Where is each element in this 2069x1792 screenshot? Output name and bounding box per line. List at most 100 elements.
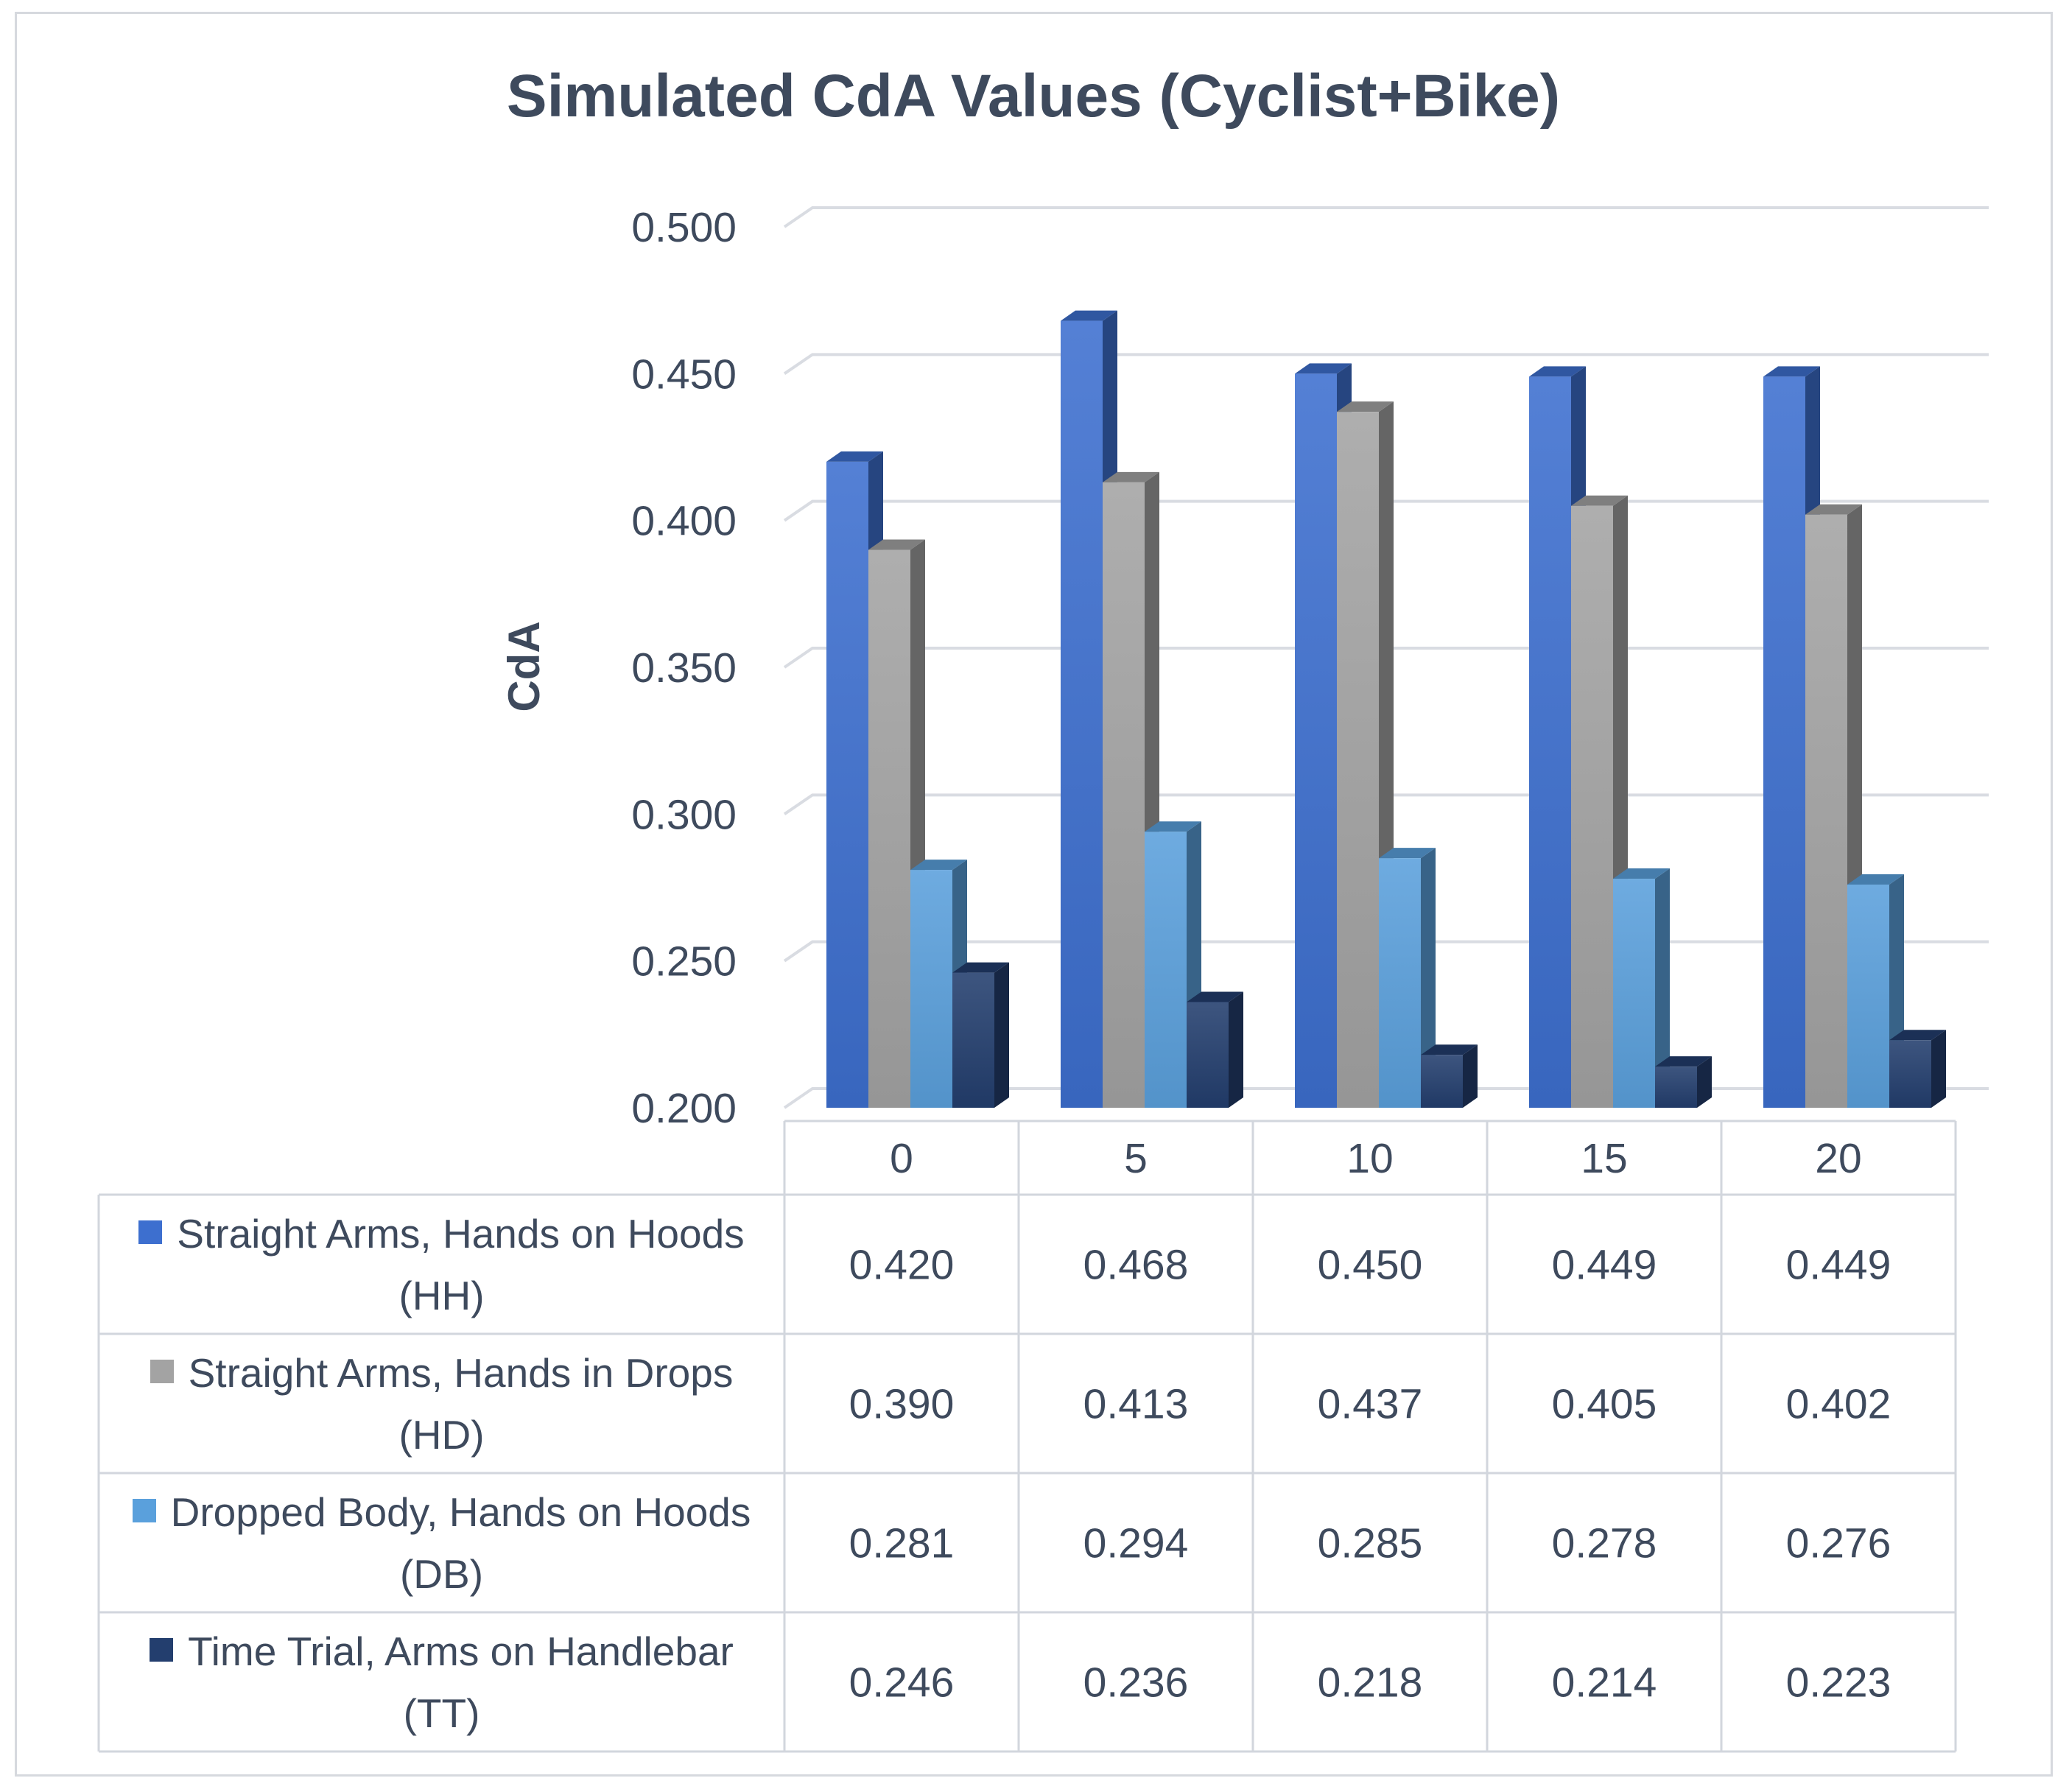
category-label: 20	[1815, 1135, 1861, 1182]
legend-swatch	[150, 1359, 174, 1383]
chart-title: Simulated CdA Values (Cyclist+Bike)	[507, 63, 1560, 130]
bar-side	[1931, 1030, 1946, 1108]
bar-top	[952, 962, 1009, 973]
data-label: 0.214	[1552, 1659, 1657, 1707]
bar-top	[1889, 1030, 1946, 1041]
legend-swatch	[138, 1220, 163, 1244]
legend-label: Time Trial, Arms on Handlebar (TT)	[188, 1628, 734, 1736]
bar-side	[1421, 848, 1436, 1108]
y-tick-label: 0.500	[631, 204, 737, 251]
y-tick-labels: 0.500 0.450 0.400 0.350 0.300 0.250 0.200	[631, 204, 737, 1132]
bar-top	[1655, 1056, 1712, 1067]
bar-top	[1337, 401, 1394, 412]
data-label: 0.437	[1318, 1381, 1423, 1428]
y-tick-label: 0.400	[631, 498, 737, 545]
bar-side	[1463, 1044, 1478, 1108]
bar	[1655, 1067, 1697, 1108]
bar-top	[1847, 874, 1904, 885]
bar	[1889, 1040, 1931, 1108]
bar	[1145, 832, 1187, 1108]
data-label: 0.278	[1552, 1520, 1657, 1567]
data-label: 0.223	[1786, 1659, 1891, 1707]
bar	[1613, 879, 1655, 1108]
bar	[1421, 1055, 1463, 1108]
y-tick-label: 0.450	[631, 351, 737, 398]
legend-swatch	[132, 1498, 156, 1522]
legend-swatch	[150, 1637, 174, 1662]
bar-top	[1295, 363, 1352, 374]
bar	[1337, 412, 1379, 1108]
bar-side	[1655, 868, 1670, 1108]
bars	[826, 310, 1946, 1108]
data-label: 0.449	[1786, 1242, 1891, 1289]
gridline	[783, 206, 1989, 228]
y-tick-label: 0.200	[631, 1085, 737, 1132]
bar	[868, 549, 910, 1108]
bar-top	[1763, 366, 1820, 377]
data-label: 0.449	[1552, 1242, 1657, 1289]
bar	[826, 461, 868, 1108]
category-label: 0	[890, 1135, 913, 1182]
bar	[1103, 482, 1145, 1108]
bar	[910, 870, 952, 1108]
bar	[1763, 376, 1805, 1108]
legend-label: Straight Arms, Hands on Hoods (HH)	[177, 1210, 745, 1318]
bar	[1061, 320, 1103, 1108]
bar	[1571, 505, 1613, 1108]
data-label: 0.236	[1083, 1659, 1189, 1707]
bar-top	[1103, 471, 1159, 482]
data-table: 0 5 10 15 20 0.420 0.468 0.450 0.449 0.449 0.390 0.…	[97, 1120, 1957, 1753]
y-tick-label: 0.350	[631, 644, 737, 692]
bar	[1379, 858, 1421, 1108]
bar-top	[1145, 821, 1201, 832]
bar	[1295, 373, 1337, 1108]
legend-entry: Dropped Body, Hands on Hoods (DB)	[113, 1473, 770, 1612]
data-label: 0.276	[1786, 1520, 1891, 1567]
bar-top	[1613, 868, 1670, 879]
bar	[1847, 885, 1889, 1108]
data-label: 0.281	[849, 1520, 955, 1567]
data-label: 0.468	[1083, 1242, 1189, 1289]
bar-top	[1061, 310, 1117, 321]
data-label: 0.285	[1318, 1520, 1423, 1567]
category-label: 15	[1581, 1135, 1627, 1182]
bar	[1805, 514, 1847, 1108]
y-tick-label: 0.250	[631, 938, 737, 985]
legend-entry: Time Trial, Arms on Handlebar (TT)	[113, 1612, 770, 1751]
bar-top	[1529, 366, 1586, 377]
data-label: 0.450	[1318, 1242, 1423, 1289]
bar-side	[1229, 991, 1243, 1108]
category-label: 10	[1346, 1135, 1393, 1182]
bar-top	[1379, 848, 1436, 859]
bar-top	[868, 539, 925, 550]
bar	[952, 972, 994, 1108]
bar	[1529, 376, 1571, 1108]
bar-top	[1805, 504, 1862, 515]
legend-label: Straight Arms, Hands in Drops (HD)	[188, 1349, 734, 1458]
data-label: 0.405	[1552, 1381, 1657, 1428]
data-label: 0.413	[1083, 1381, 1189, 1428]
y-axis-label: CdA	[499, 621, 549, 711]
data-label: 0.246	[849, 1659, 955, 1707]
data-label: 0.294	[1083, 1520, 1189, 1567]
bar-top	[826, 451, 883, 462]
data-label: 0.402	[1786, 1381, 1891, 1428]
chart-frame	[15, 12, 2053, 1777]
legend-label: Dropped Body, Hands on Hoods (DB)	[170, 1489, 751, 1597]
bar-top	[1571, 495, 1628, 506]
data-label: 0.420	[849, 1242, 955, 1289]
data-label: 0.218	[1318, 1659, 1423, 1707]
bar-top	[910, 860, 967, 871]
gridline	[783, 353, 1989, 375]
legend-entry: Straight Arms, Hands on Hoods (HH)	[113, 1195, 770, 1334]
bar-side	[994, 962, 1009, 1108]
data-label: 0.390	[849, 1381, 955, 1428]
bar-top	[1421, 1044, 1478, 1055]
bar-side	[1697, 1056, 1712, 1108]
bar	[1187, 1002, 1229, 1108]
category-label: 5	[1124, 1135, 1148, 1182]
bar-top	[1187, 991, 1243, 1002]
legend-entry: Straight Arms, Hands in Drops (HD)	[113, 1334, 770, 1473]
y-tick-label: 0.300	[631, 791, 737, 838]
